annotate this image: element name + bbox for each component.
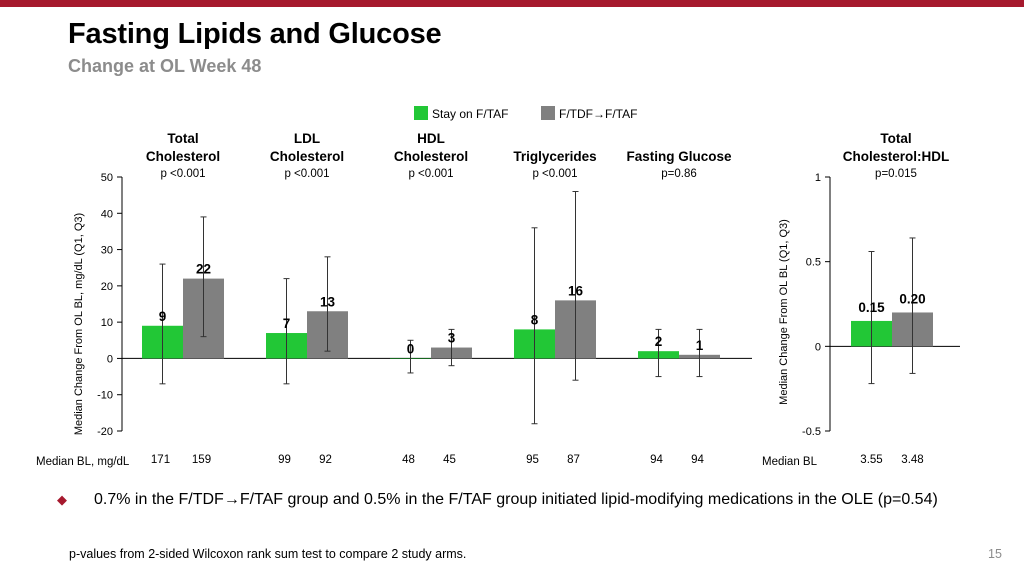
y-tick-label: -20 (97, 426, 113, 438)
median-bl-value: 45 (443, 454, 456, 466)
p-value-label: p <0.001 (532, 168, 577, 180)
data-label: 22 (196, 262, 211, 277)
category-label: Cholesterol (270, 149, 344, 164)
y-tick-label: 0.5 (806, 257, 821, 269)
median-bl-value: 87 (567, 454, 580, 466)
diamond-bullet-icon: ◆ (57, 492, 67, 507)
median-bl-value: 171 (151, 454, 170, 466)
bullet-text: 0.7% in the F/TDF→F/TAF group and 0.5% i… (94, 491, 938, 508)
category-label: Total (167, 131, 198, 146)
median-bl-value: 95 (526, 454, 539, 466)
category-label: Cholesterol (394, 149, 468, 164)
top-accent-bar (0, 0, 1024, 7)
y-tick-label: -0.5 (802, 426, 821, 438)
y-tick-label: 20 (101, 281, 113, 293)
data-label: 0.20 (899, 291, 925, 306)
category-label: Cholesterol (146, 149, 220, 164)
y-tick-label: 40 (101, 208, 113, 220)
data-label: 0 (407, 341, 415, 356)
page-subtitle: Change at OL Week 48 (68, 56, 262, 76)
y-tick-label: 0 (107, 353, 113, 365)
median-bl-value: 94 (691, 454, 704, 466)
data-label: 2 (655, 334, 663, 349)
p-value-label: p <0.001 (284, 168, 329, 180)
median-bl-value: 92 (319, 454, 332, 466)
category-label: Triglycerides (513, 149, 596, 164)
data-label: 8 (531, 312, 539, 327)
median-bl-value: 94 (650, 454, 663, 466)
median-bl-value: 3.48 (901, 454, 923, 466)
category-label: Cholesterol:HDL (843, 149, 950, 164)
legend-label-1: Stay on F/TAF (432, 107, 508, 121)
legend-swatch-1 (414, 106, 428, 120)
median-bl-value: 48 (402, 454, 415, 466)
p-value-label: p=0.86 (661, 168, 697, 180)
category-label: LDL (294, 131, 320, 146)
median-bl-value: 3.55 (860, 454, 882, 466)
data-label: 16 (568, 283, 584, 298)
median-bl-value: 99 (278, 454, 291, 466)
median-bl-row-label-right: Median BL (762, 456, 818, 468)
y-tick-label: 50 (101, 172, 113, 184)
legend-label-2: F/TDF→F/TAF (559, 107, 637, 121)
y-tick-label: 30 (101, 245, 113, 257)
lipids-chart: Stay on F/TAF F/TDF→F/TAF-20-100102030405… (36, 106, 960, 468)
data-label: 7 (283, 316, 291, 331)
y-axis-label-right: Median Change From OL BL (Q1, Q3) (778, 219, 790, 405)
data-label: 9 (159, 309, 167, 324)
y-tick-label: -10 (97, 390, 113, 402)
y-axis-label-left: Median Change From OL BL, mg/dL (Q1, Q3) (73, 213, 85, 435)
p-value-label: p=0.015 (875, 168, 917, 180)
data-label: 0.15 (858, 300, 885, 315)
slide-number: 15 (988, 547, 1002, 561)
category-label: Total (880, 131, 911, 146)
category-label: HDL (417, 131, 445, 146)
legend-swatch-2 (541, 106, 555, 120)
data-label: 3 (448, 331, 456, 346)
data-label: 13 (320, 294, 336, 309)
median-bl-value: 159 (192, 454, 211, 466)
p-value-label: p <0.001 (160, 168, 205, 180)
p-value-label: p <0.001 (408, 168, 453, 180)
page-title: Fasting Lipids and Glucose (68, 18, 442, 50)
data-label: 1 (696, 338, 704, 353)
footnote: p-values from 2-sided Wilcoxon rank sum … (69, 547, 467, 561)
median-bl-row-label-left: Median BL, mg/dL (36, 456, 130, 468)
category-label: Fasting Glucose (626, 149, 732, 164)
y-tick-label: 0 (815, 341, 821, 353)
y-tick-label: 10 (101, 317, 113, 329)
y-tick-label: 1 (815, 172, 821, 184)
